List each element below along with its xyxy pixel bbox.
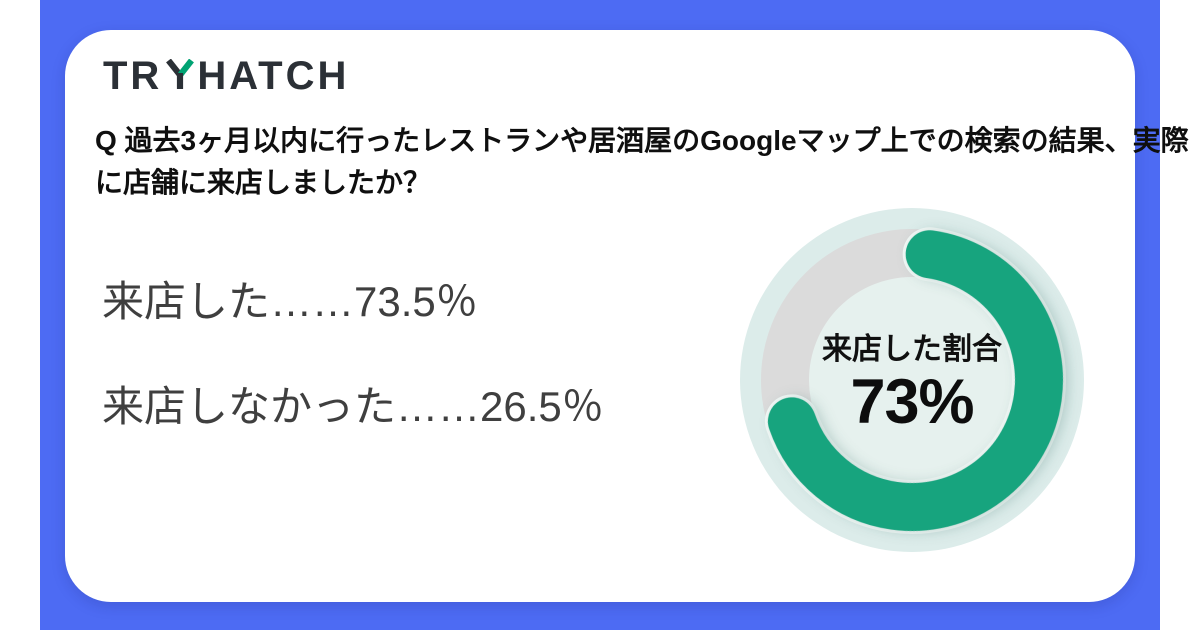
- donut-chart: 来店した割合 73%: [740, 208, 1084, 552]
- logo-text-right: HATCH: [197, 54, 350, 98]
- answer-not-visited: 来店しなかった……26.5％: [102, 383, 604, 430]
- donut-segment-visited: [761, 229, 1063, 531]
- survey-question-line2: に店舗に来店しましたか？: [95, 167, 432, 198]
- blue-background-band: TR HATCH Q 過去3ヶ月以内に行ったレストランや居酒屋のGoogleマッ…: [40, 0, 1189, 630]
- survey-question: Q 過去3ヶ月以内に行ったレストランや居酒屋のGoogleマップ上での検索の結果…: [95, 120, 1189, 204]
- donut-chart-graphic: [740, 208, 1084, 552]
- donut-inner-disc: [808, 276, 1016, 484]
- brand-logo: TR HATCH: [103, 54, 349, 99]
- logo-text-left: TR: [103, 54, 163, 98]
- infographic-card: TR HATCH Q 過去3ヶ月以内に行ったレストランや居酒屋のGoogleマッ…: [65, 30, 1189, 602]
- answer-list: 来店した……73.5％ 来店しなかった……26.5％: [102, 276, 604, 433]
- logo-y-accent-icon: [166, 58, 195, 89]
- answer-visited: 来店した……73.5％: [102, 278, 478, 325]
- survey-question-line1: Q 過去3ヶ月以内に行ったレストランや居酒屋のGoogleマップ上での検索の結果…: [95, 125, 1189, 156]
